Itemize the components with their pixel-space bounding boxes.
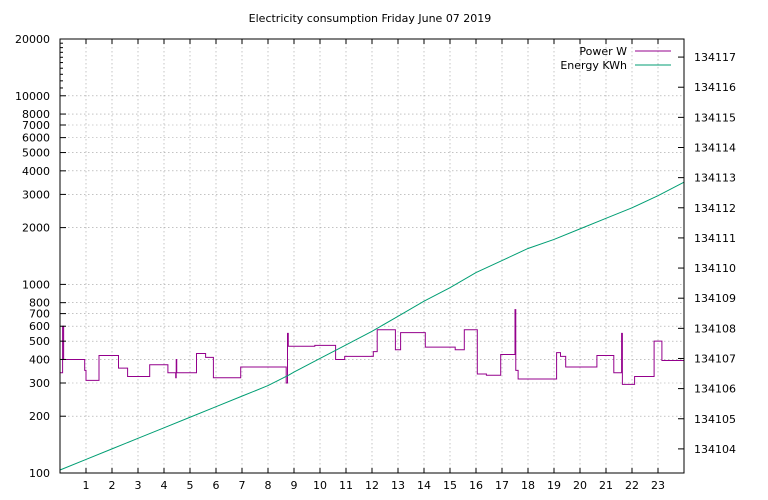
- x-tick-label: 19: [547, 479, 561, 492]
- y-tick-label-right: 134108: [694, 322, 736, 335]
- y-tick-label-left: 800: [29, 297, 50, 310]
- legend: Power W Energy KWh: [560, 45, 671, 72]
- y-tick-label-left: 2000: [22, 222, 50, 235]
- x-tick-label: 4: [161, 479, 168, 492]
- y-tick-label-left: 200: [29, 410, 50, 423]
- x-axis: 1 2 3 4 5 6 7 8 9 10 11 12 13 14 15 16 17 18 19 20 21 22 23: [83, 479, 666, 492]
- y-tick-label-left: 1000: [22, 278, 50, 291]
- y-tick-label-left: 600: [29, 320, 50, 333]
- y-tick-label-left: 6000: [22, 132, 50, 145]
- series-line-energy: [59, 181, 685, 471]
- y-tick-label-left: 8000: [22, 108, 50, 121]
- y-tick-label-right: 134112: [694, 202, 736, 215]
- x-tick-label: 1: [83, 479, 90, 492]
- y-tick-label-right: 134104: [694, 443, 736, 456]
- x-tick-label: 22: [625, 479, 639, 492]
- x-tick-label: 18: [521, 479, 535, 492]
- y-tick-label-right: 134109: [694, 292, 736, 305]
- tick-marks: [60, 38, 684, 474]
- y-tick-label-right: 134117: [694, 51, 736, 64]
- y-tick-label-right: 134114: [694, 142, 736, 155]
- y-tick-label-right: 134115: [694, 111, 736, 124]
- legend-label-power: Power W: [579, 45, 627, 58]
- y-tick-label-left: 100: [29, 467, 50, 480]
- x-tick-label: 17: [495, 479, 509, 492]
- y-tick-label-left: 7000: [22, 119, 50, 132]
- x-tick-label: 20: [573, 479, 587, 492]
- y-tick-label-right: 134116: [694, 81, 736, 94]
- x-tick-label: 3: [135, 479, 142, 492]
- y-tick-label-right: 134113: [694, 172, 736, 185]
- y-tick-label-right: 134106: [694, 383, 736, 396]
- x-tick-label: 8: [265, 479, 272, 492]
- x-tick-label: 23: [651, 479, 665, 492]
- x-tick-label: 14: [417, 479, 431, 492]
- x-tick-label: 2: [109, 479, 116, 492]
- y-tick-label-left: 5000: [22, 147, 50, 160]
- x-tick-label: 15: [443, 479, 457, 492]
- y-tick-label-left: 3000: [22, 188, 50, 201]
- series-line-power: [60, 309, 684, 385]
- grid: [60, 39, 684, 473]
- x-tick-label: 11: [339, 479, 353, 492]
- y-tick-label-left: 4000: [22, 165, 50, 178]
- y-tick-label-right: 134105: [694, 413, 736, 426]
- y-tick-label-left: 300: [29, 377, 50, 390]
- y-axis-right: 134104 134105 134106 134107 134108 134109 1341…: [694, 51, 736, 456]
- x-tick-label: 21: [599, 479, 613, 492]
- x-tick-label: 12: [365, 479, 379, 492]
- y-tick-label-left: 700: [29, 308, 50, 321]
- x-tick-label: 10: [313, 479, 327, 492]
- y-tick-label-right: 134107: [694, 352, 736, 365]
- y-tick-label-left: 500: [29, 335, 50, 348]
- x-tick-label: 13: [391, 479, 405, 492]
- y-tick-label-right: 134111: [694, 232, 736, 245]
- y-tick-label-right: 134110: [694, 262, 736, 275]
- x-tick-label: 9: [291, 479, 298, 492]
- x-tick-label: 6: [213, 479, 220, 492]
- x-tick-label: 7: [239, 479, 246, 492]
- x-tick-label: 5: [187, 479, 194, 492]
- y-tick-label-left: 10000: [15, 90, 50, 103]
- y-tick-label-left: 400: [29, 353, 50, 366]
- chart-title: Electricity consumption Friday June 07 2…: [249, 12, 492, 25]
- legend-label-energy: Energy KWh: [560, 59, 627, 72]
- plot-area: [59, 181, 685, 471]
- x-tick-label: 16: [469, 479, 483, 492]
- y-tick-label-left: 20000: [15, 33, 50, 46]
